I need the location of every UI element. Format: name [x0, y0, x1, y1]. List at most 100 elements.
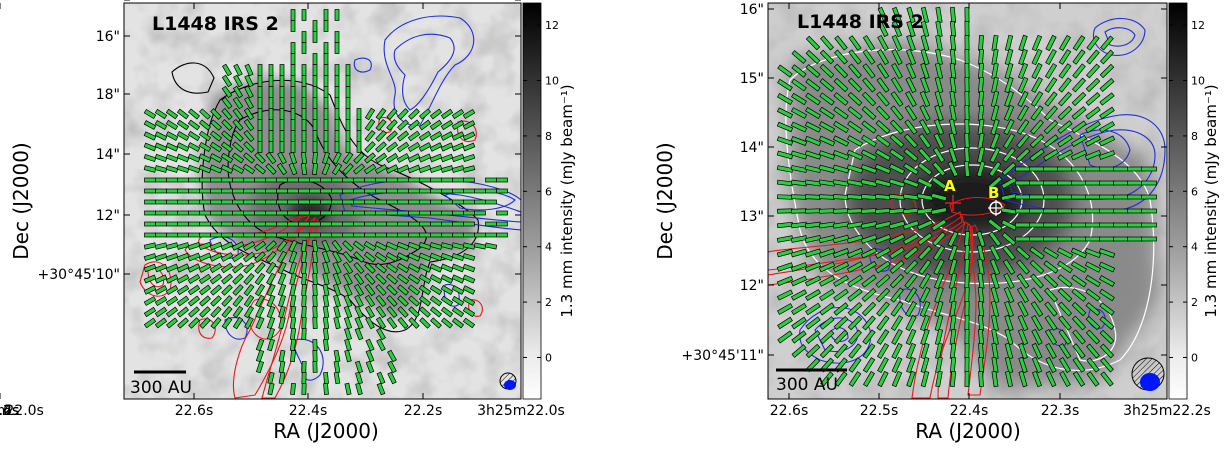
polarization-vector: [1127, 222, 1143, 228]
polarization-vector: [847, 106, 863, 120]
polarization-vector: [221, 74, 233, 88]
polarization-vector: [1004, 62, 1014, 80]
polarization-vector: [451, 142, 465, 152]
polarization-vector: [964, 371, 970, 387]
polarization-vector: [143, 317, 157, 329]
polarization-vector: [485, 177, 497, 183]
polarization-vector: [243, 273, 255, 285]
polarization-vector: [920, 370, 930, 388]
polarization-vector: [177, 221, 189, 227]
polarization-vector: [891, 20, 903, 38]
polarization-vector: [143, 306, 157, 318]
polarization-vector: [1044, 77, 1058, 93]
polarization-vector: [312, 20, 318, 32]
polarization-vector: [1098, 275, 1116, 287]
polarization-vector: [374, 241, 388, 251]
polarization-vector: [833, 208, 849, 214]
polarization-vector: [1056, 247, 1074, 259]
polarization-vector: [1084, 135, 1102, 147]
left-ylabel: Dec (J2000): [9, 142, 33, 259]
polarization-vector: [790, 289, 808, 301]
polarization-vector: [154, 285, 168, 295]
polarization-vector: [440, 165, 454, 173]
polarization-vector: [301, 130, 307, 142]
polarization-vector: [312, 53, 318, 65]
polarization-vector: [345, 86, 351, 98]
polarization-vector: [888, 220, 906, 230]
polarization-vector: [1141, 208, 1157, 214]
polarization-vector: [991, 328, 999, 346]
polarization-vector: [1072, 343, 1086, 359]
polarization-vector: [290, 86, 296, 98]
polarization-vector: [176, 119, 190, 131]
polarization-vector: [904, 105, 918, 121]
polarization-vector: [276, 210, 288, 216]
polarization-vector: [290, 64, 296, 76]
polarization-vector: [877, 34, 889, 52]
polarization-vector: [948, 244, 958, 262]
polarization-vector: [848, 357, 862, 373]
polarization-vector: [332, 272, 342, 286]
polarization-vector: [396, 141, 410, 153]
polarization-vector: [848, 49, 862, 65]
polarization-vector: [397, 188, 409, 194]
polarization-vector: [948, 258, 958, 276]
polarization-vector: [265, 261, 277, 275]
polarization-vector: [805, 194, 821, 200]
polarization-vector: [790, 275, 808, 287]
polarization-vector: [1071, 106, 1087, 120]
polarization-vector: [860, 221, 878, 229]
polarization-vector: [1029, 208, 1045, 214]
polarization-vector: [1045, 356, 1057, 374]
polarization-vector: [496, 221, 508, 227]
polarization-vector: [430, 317, 442, 329]
polarization-vector: [790, 262, 808, 272]
polarization-vector: [805, 78, 821, 92]
polarization-vector: [1004, 370, 1014, 388]
polarization-vector: [919, 104, 931, 122]
polarization-vector: [407, 164, 421, 174]
left-colorbar-label: 1.3 mm intensity (mJy beam⁻¹): [558, 84, 576, 317]
polarization-vector: [253, 240, 267, 252]
polarization-vector: [805, 302, 821, 316]
polarization-vector: [165, 274, 179, 284]
polarization-vector: [397, 316, 409, 330]
polarization-vector: [176, 284, 190, 296]
polarization-vector: [353, 272, 365, 286]
polarization-vector: [265, 177, 277, 183]
polarization-vector: [375, 316, 387, 330]
x-tick-label: 22.6s: [0, 403, 19, 419]
polarization-vector: [323, 75, 329, 87]
polarization-vector: [1141, 180, 1157, 186]
polarization-vector: [451, 285, 465, 295]
polarization-vector: [199, 221, 211, 227]
polarization-vector: [904, 287, 918, 303]
polarization-vector: [210, 295, 222, 307]
polarization-vector: [165, 165, 179, 173]
polarization-vector: [268, 86, 274, 98]
polarization-vector: [257, 75, 263, 87]
polarization-vector: [1071, 315, 1087, 331]
polarization-vector: [232, 96, 244, 110]
polarization-vector: [463, 199, 475, 205]
polarization-vector: [323, 42, 329, 54]
y-tick-label: +30°45'10": [38, 267, 120, 283]
polarization-vector: [889, 119, 905, 135]
polarization-vector: [462, 285, 476, 295]
polarization-vector: [1002, 259, 1016, 275]
polarization-vector: [365, 338, 375, 352]
polarization-vector: [861, 288, 877, 302]
right-colorbar: 12 10 8 6 4 2 0 1.3 mm intensity (mJy beam⁻¹): [1168, 2, 1220, 400]
polarization-vector: [177, 232, 189, 238]
polarization-vector: [1099, 49, 1115, 65]
colorbar-tick-label: 2: [1191, 296, 1198, 309]
polarization-vector: [903, 162, 919, 176]
polarization-vector: [440, 317, 454, 329]
polarization-vector: [254, 232, 266, 238]
polarization-vector: [818, 135, 836, 147]
polarization-vector: [888, 208, 906, 214]
polarization-vector: [862, 63, 876, 79]
polarization-vector: [1044, 315, 1058, 331]
polarization-vector: [375, 188, 387, 194]
polarization-vector: [301, 261, 307, 275]
